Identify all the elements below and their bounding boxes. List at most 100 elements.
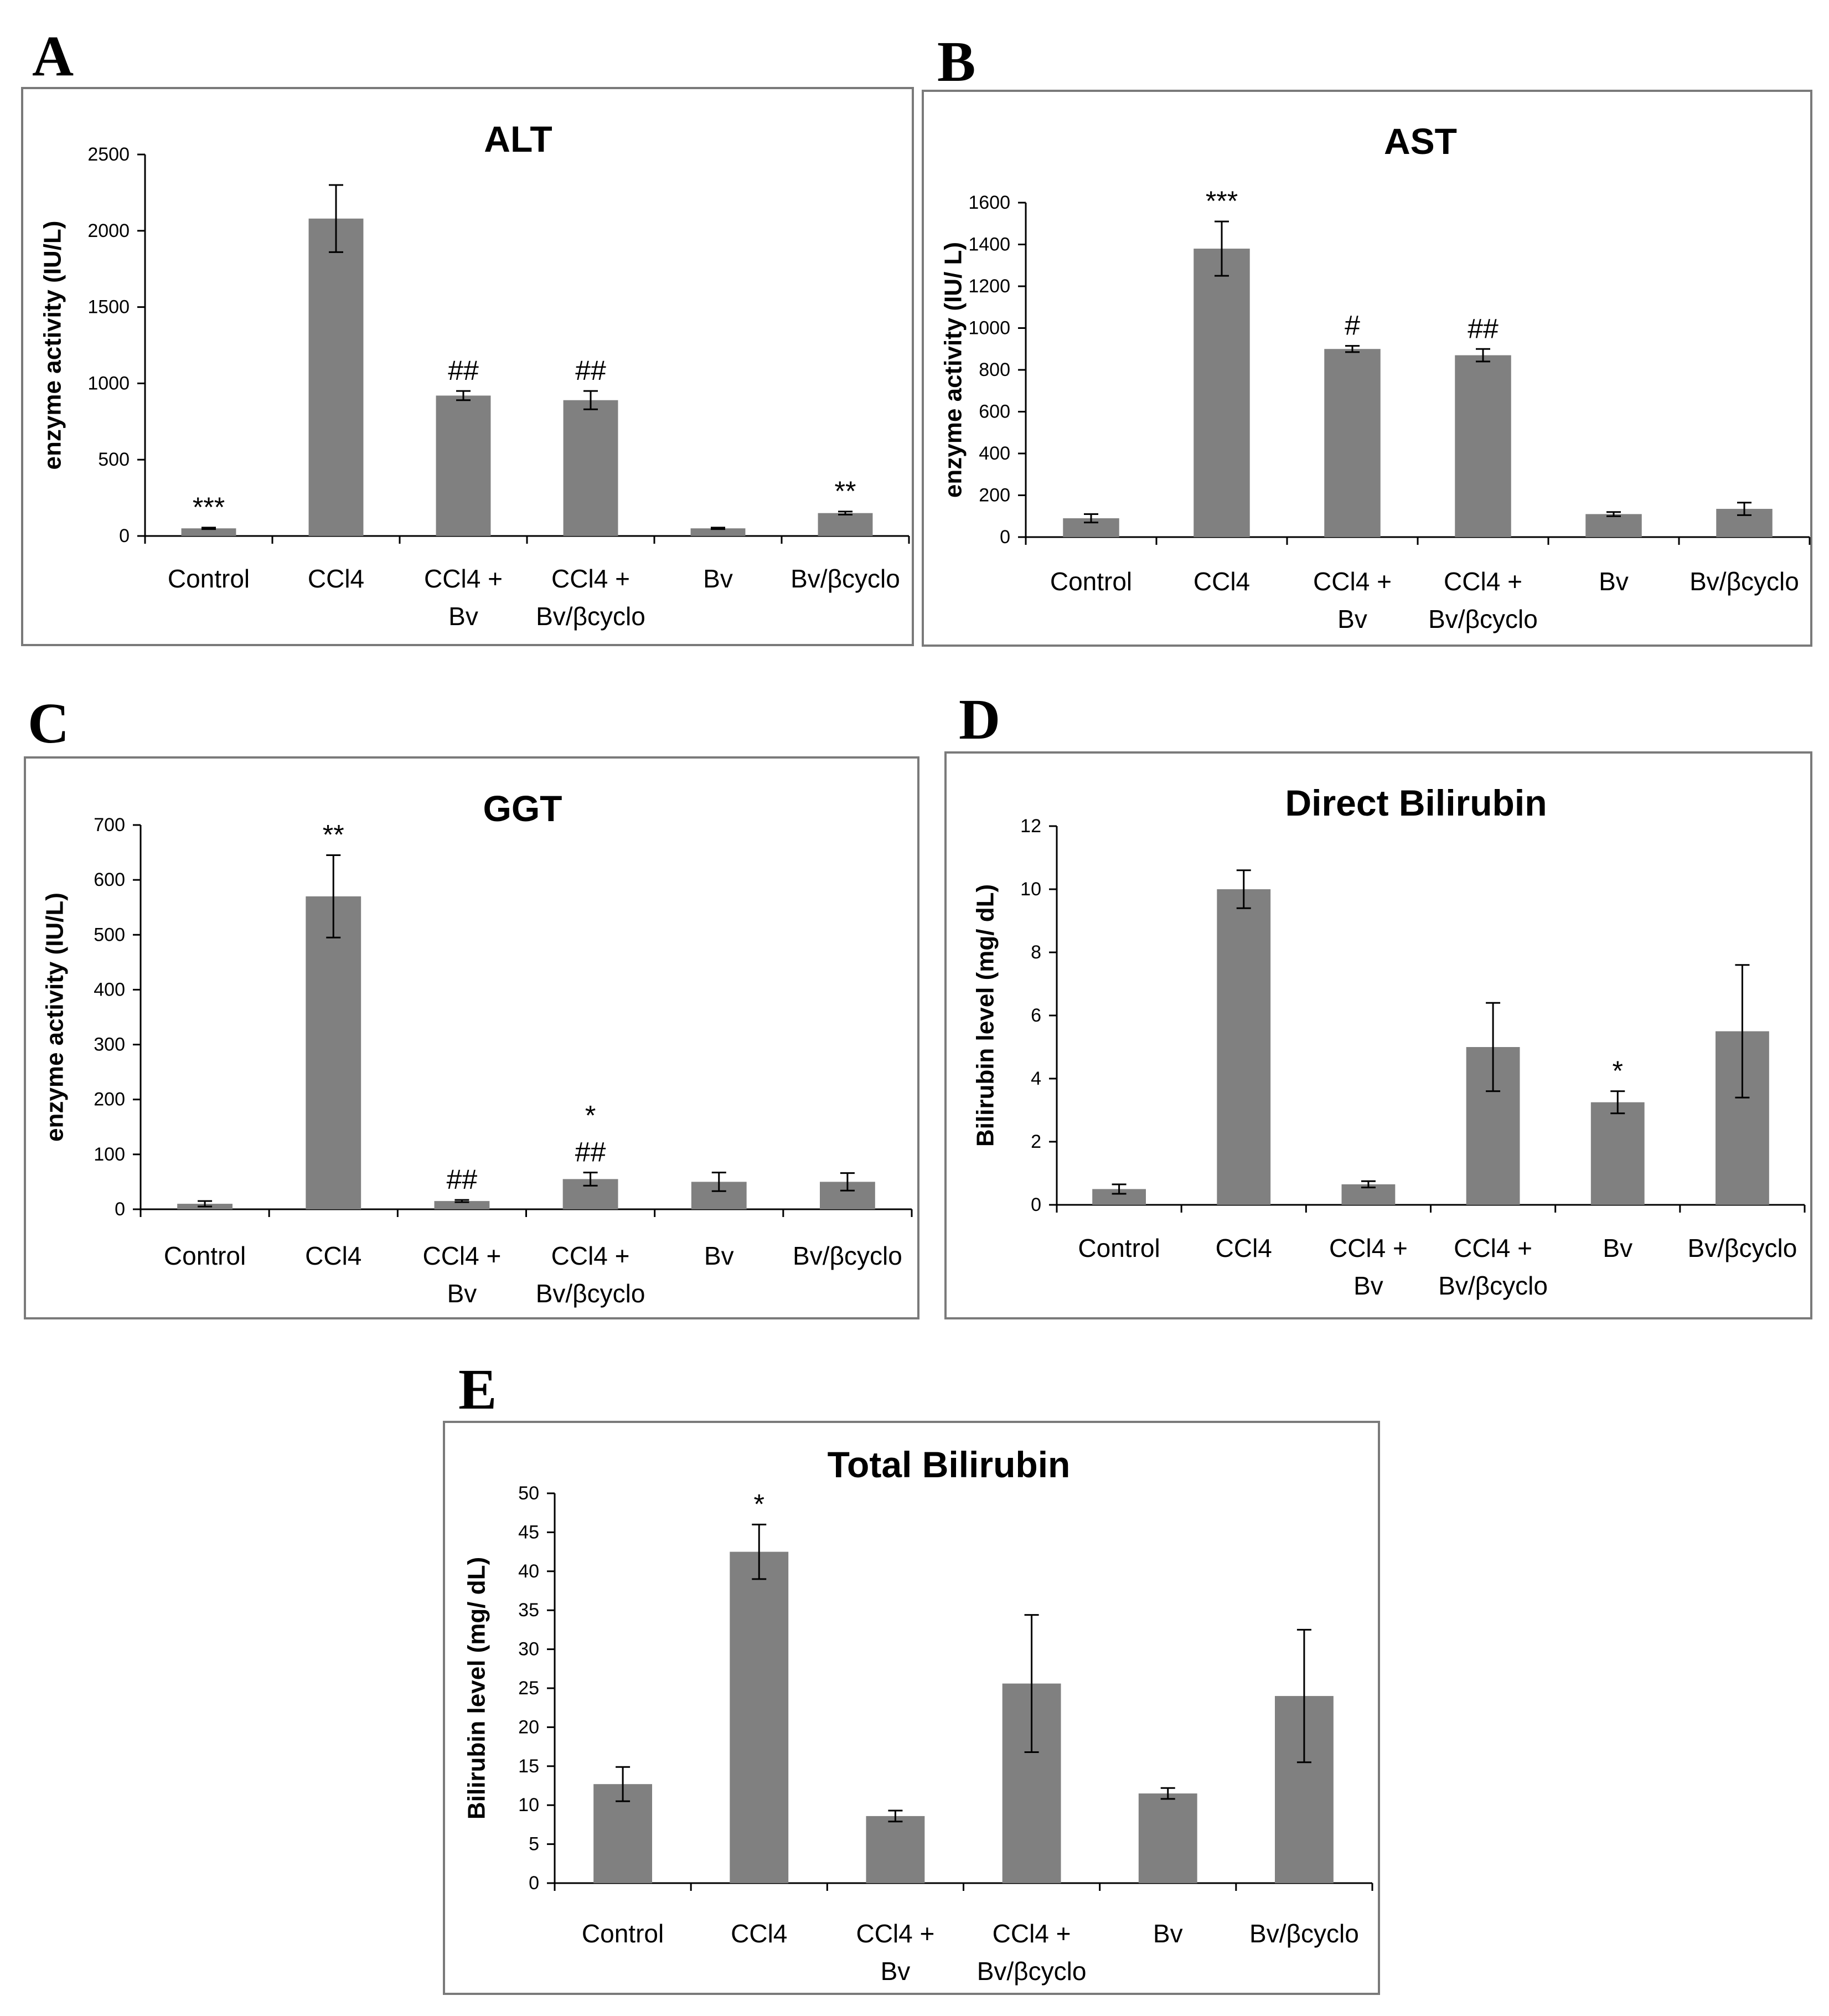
significance-marker: ** — [323, 819, 344, 850]
panel-c: GGT enzyme activity (IU/L) 0 100 200 300 400 50… — [24, 756, 919, 1319]
significance-marker: ## — [575, 1137, 606, 1168]
bar — [436, 395, 491, 536]
y-tick-label: 0 — [115, 1199, 125, 1220]
significance-marker: ** — [835, 476, 856, 507]
significance-marker: ## — [575, 355, 606, 386]
x-tick-label: Control — [1078, 1234, 1160, 1262]
y-axis-label: Bilirubin level (mg/ dL) — [972, 884, 999, 1147]
chart-title: Direct Bilirubin — [1285, 782, 1547, 823]
x-tick-label: Bv — [1153, 1919, 1183, 1948]
x-tick-label: CCl4 — [731, 1919, 787, 1948]
y-tick-label: 1500 — [87, 297, 130, 318]
x-tick-label: CCl4 — [1216, 1234, 1272, 1262]
chart-ast: AST enzyme activity (IU/ L) 0 200 400 600 800 1… — [940, 121, 1811, 633]
y-tick-label: 30 — [518, 1639, 539, 1660]
x-tick-label: CCl4 — [308, 564, 364, 593]
bar — [1455, 355, 1511, 537]
y-tick-label: 600 — [94, 869, 125, 890]
x-tick-label: CCl4 + Bv/βcyclo — [1438, 1234, 1548, 1300]
y-tick-label: 1000 — [87, 373, 130, 394]
y-tick-label: 5 — [529, 1834, 539, 1855]
x-tick-label: Bv/βcyclo — [1688, 1234, 1797, 1262]
bar — [690, 528, 746, 536]
y-tick-label: 0 — [529, 1873, 539, 1894]
panel-a: ALT enzyme activity (IU/L) 0 500 1000 1500 200… — [21, 87, 914, 646]
bar — [1590, 1102, 1645, 1205]
y-tick-label: 2 — [1031, 1131, 1041, 1152]
y-tick-label: 200 — [979, 485, 1010, 506]
y-tick-label: 1200 — [968, 276, 1010, 297]
y-tick-label: 600 — [979, 401, 1010, 422]
panel-label-a: A — [32, 24, 74, 88]
y-tick-label: 50 — [518, 1483, 539, 1504]
bar — [306, 896, 361, 1209]
y-tick-label: 15 — [518, 1756, 539, 1777]
y-tick-label: 25 — [518, 1678, 539, 1699]
bar — [308, 218, 364, 536]
y-tick-label: 45 — [518, 1522, 539, 1543]
panel-label-e: E — [458, 1358, 497, 1421]
x-tick-label: Bv — [703, 564, 733, 593]
y-tick-label: 10 — [1020, 879, 1041, 900]
y-tick-label: 400 — [979, 443, 1010, 464]
y-tick-label: 8 — [1031, 942, 1041, 963]
bar — [181, 528, 236, 536]
significance-marker: ## — [447, 1164, 478, 1195]
x-tick-label: Bv/βcyclo — [1249, 1919, 1359, 1948]
x-tick-label: Bv/βcyclo — [1690, 567, 1799, 596]
significance-marker: * — [1613, 1055, 1623, 1086]
y-tick-label: 500 — [98, 449, 130, 470]
y-tick-label: 6 — [1031, 1005, 1041, 1026]
y-tick-label: 1400 — [968, 234, 1010, 255]
bar — [1585, 514, 1642, 537]
x-tick-label: Control — [1050, 567, 1132, 596]
significance-marker: *** — [193, 492, 225, 523]
y-axis-label: enzyme activity (IU/L) — [42, 893, 69, 1142]
x-tick-label: CCl4 + Bv — [856, 1919, 934, 1986]
y-tick-label: 0 — [119, 525, 130, 546]
chart-title: Total Bilirubin — [828, 1444, 1071, 1485]
y-tick-label: 800 — [979, 359, 1010, 380]
panel-label-c: C — [28, 692, 70, 755]
x-tick-label: CCl4 — [305, 1241, 361, 1270]
x-tick-label: CCl4 + Bv — [422, 1241, 501, 1308]
y-tick-label: 4 — [1031, 1068, 1041, 1089]
y-tick-label: 700 — [94, 814, 125, 836]
bar — [1138, 1793, 1197, 1883]
x-tick-label: Control — [168, 564, 250, 593]
y-axis-label: enzyme activity (IU/ L) — [940, 242, 967, 498]
y-axis-label: Bilirubin level (mg/ dL) — [463, 1557, 490, 1819]
bar — [1217, 889, 1271, 1205]
y-tick-label: 400 — [94, 979, 125, 1000]
bar — [730, 1551, 789, 1883]
x-tick-label: CCl4 + Bv — [424, 564, 503, 631]
x-tick-label: Bv/βcyclo — [790, 564, 900, 593]
bar — [563, 400, 618, 536]
y-tick-label: 40 — [518, 1561, 539, 1582]
y-tick-label: 1000 — [968, 318, 1010, 339]
x-tick-label: CCl4 + Bv/βcyclo — [1428, 567, 1538, 633]
y-tick-label: 2500 — [87, 144, 130, 165]
chart-direct-bilirubin: Direct Bilirubin Bilirubin level (mg/ dL)… — [972, 782, 1806, 1300]
x-tick-label: Bv — [1599, 567, 1629, 596]
y-tick-label: 500 — [94, 924, 125, 945]
bar — [1194, 249, 1250, 537]
significance-marker: *** — [1206, 185, 1238, 216]
y-tick-label: 0 — [1031, 1194, 1041, 1215]
y-tick-label: 300 — [94, 1034, 125, 1055]
panel-label-d: D — [959, 688, 1001, 751]
bar — [434, 1201, 490, 1209]
x-tick-label: Bv/βcyclo — [793, 1241, 902, 1270]
x-tick-label: Control — [582, 1919, 664, 1948]
y-axis-label: enzyme activity (IU/L) — [39, 221, 66, 470]
x-tick-label: CCl4 + Bv/βcyclo — [536, 1241, 645, 1308]
y-tick-label: 10 — [518, 1795, 539, 1816]
panel-e: Total Bilirubin Bilirubin level (mg/ dL) 0… — [443, 1421, 1380, 1995]
chart-title: AST — [1384, 121, 1457, 162]
x-tick-label: CCl4 + Bv/βcyclo — [536, 564, 645, 631]
panel-b: AST enzyme activity (IU/ L) 0 200 400 600 800 1… — [922, 90, 1812, 647]
x-tick-label: CCl4 — [1194, 567, 1250, 596]
significance-marker: * — [754, 1488, 764, 1519]
panel-d: Direct Bilirubin Bilirubin level (mg/ dL)… — [944, 751, 1812, 1319]
x-tick-label: CCl4 + Bv — [1329, 1234, 1408, 1300]
